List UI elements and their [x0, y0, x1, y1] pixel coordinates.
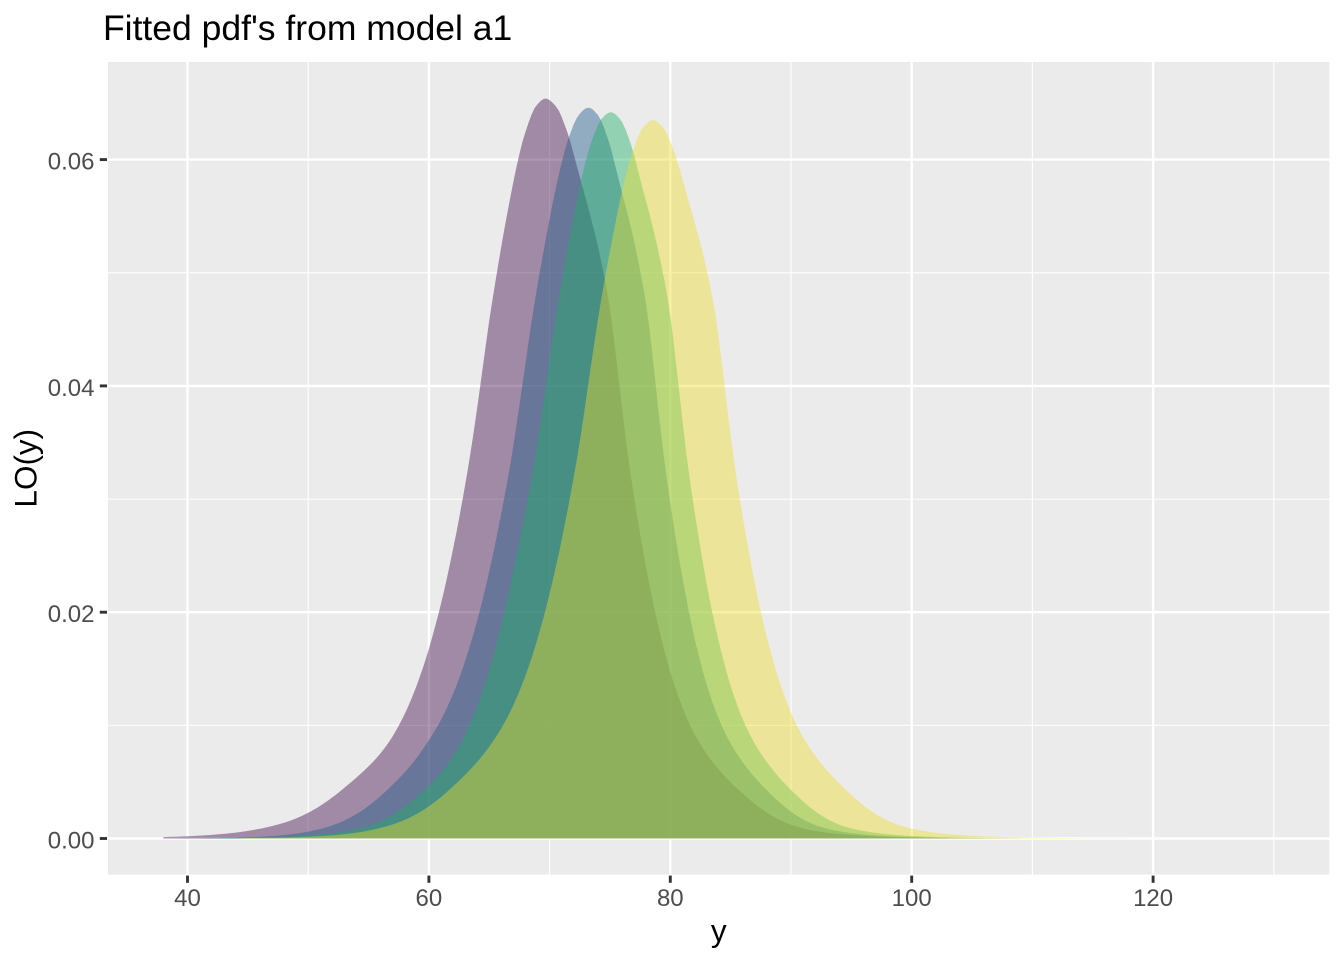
svg-text:0.06: 0.06 — [48, 149, 95, 176]
svg-text:40: 40 — [174, 885, 201, 912]
svg-text:100: 100 — [892, 885, 932, 912]
svg-text:120: 120 — [1133, 885, 1173, 912]
svg-text:0.04: 0.04 — [48, 375, 95, 402]
svg-text:y: y — [711, 913, 727, 949]
svg-text:60: 60 — [416, 885, 443, 912]
svg-text:LO(y): LO(y) — [8, 429, 44, 508]
svg-text:80: 80 — [657, 885, 684, 912]
svg-text:Fitted pdf's from model a1: Fitted pdf's from model a1 — [103, 8, 512, 48]
svg-text:0.00: 0.00 — [48, 827, 95, 854]
svg-text:0.02: 0.02 — [48, 601, 95, 628]
